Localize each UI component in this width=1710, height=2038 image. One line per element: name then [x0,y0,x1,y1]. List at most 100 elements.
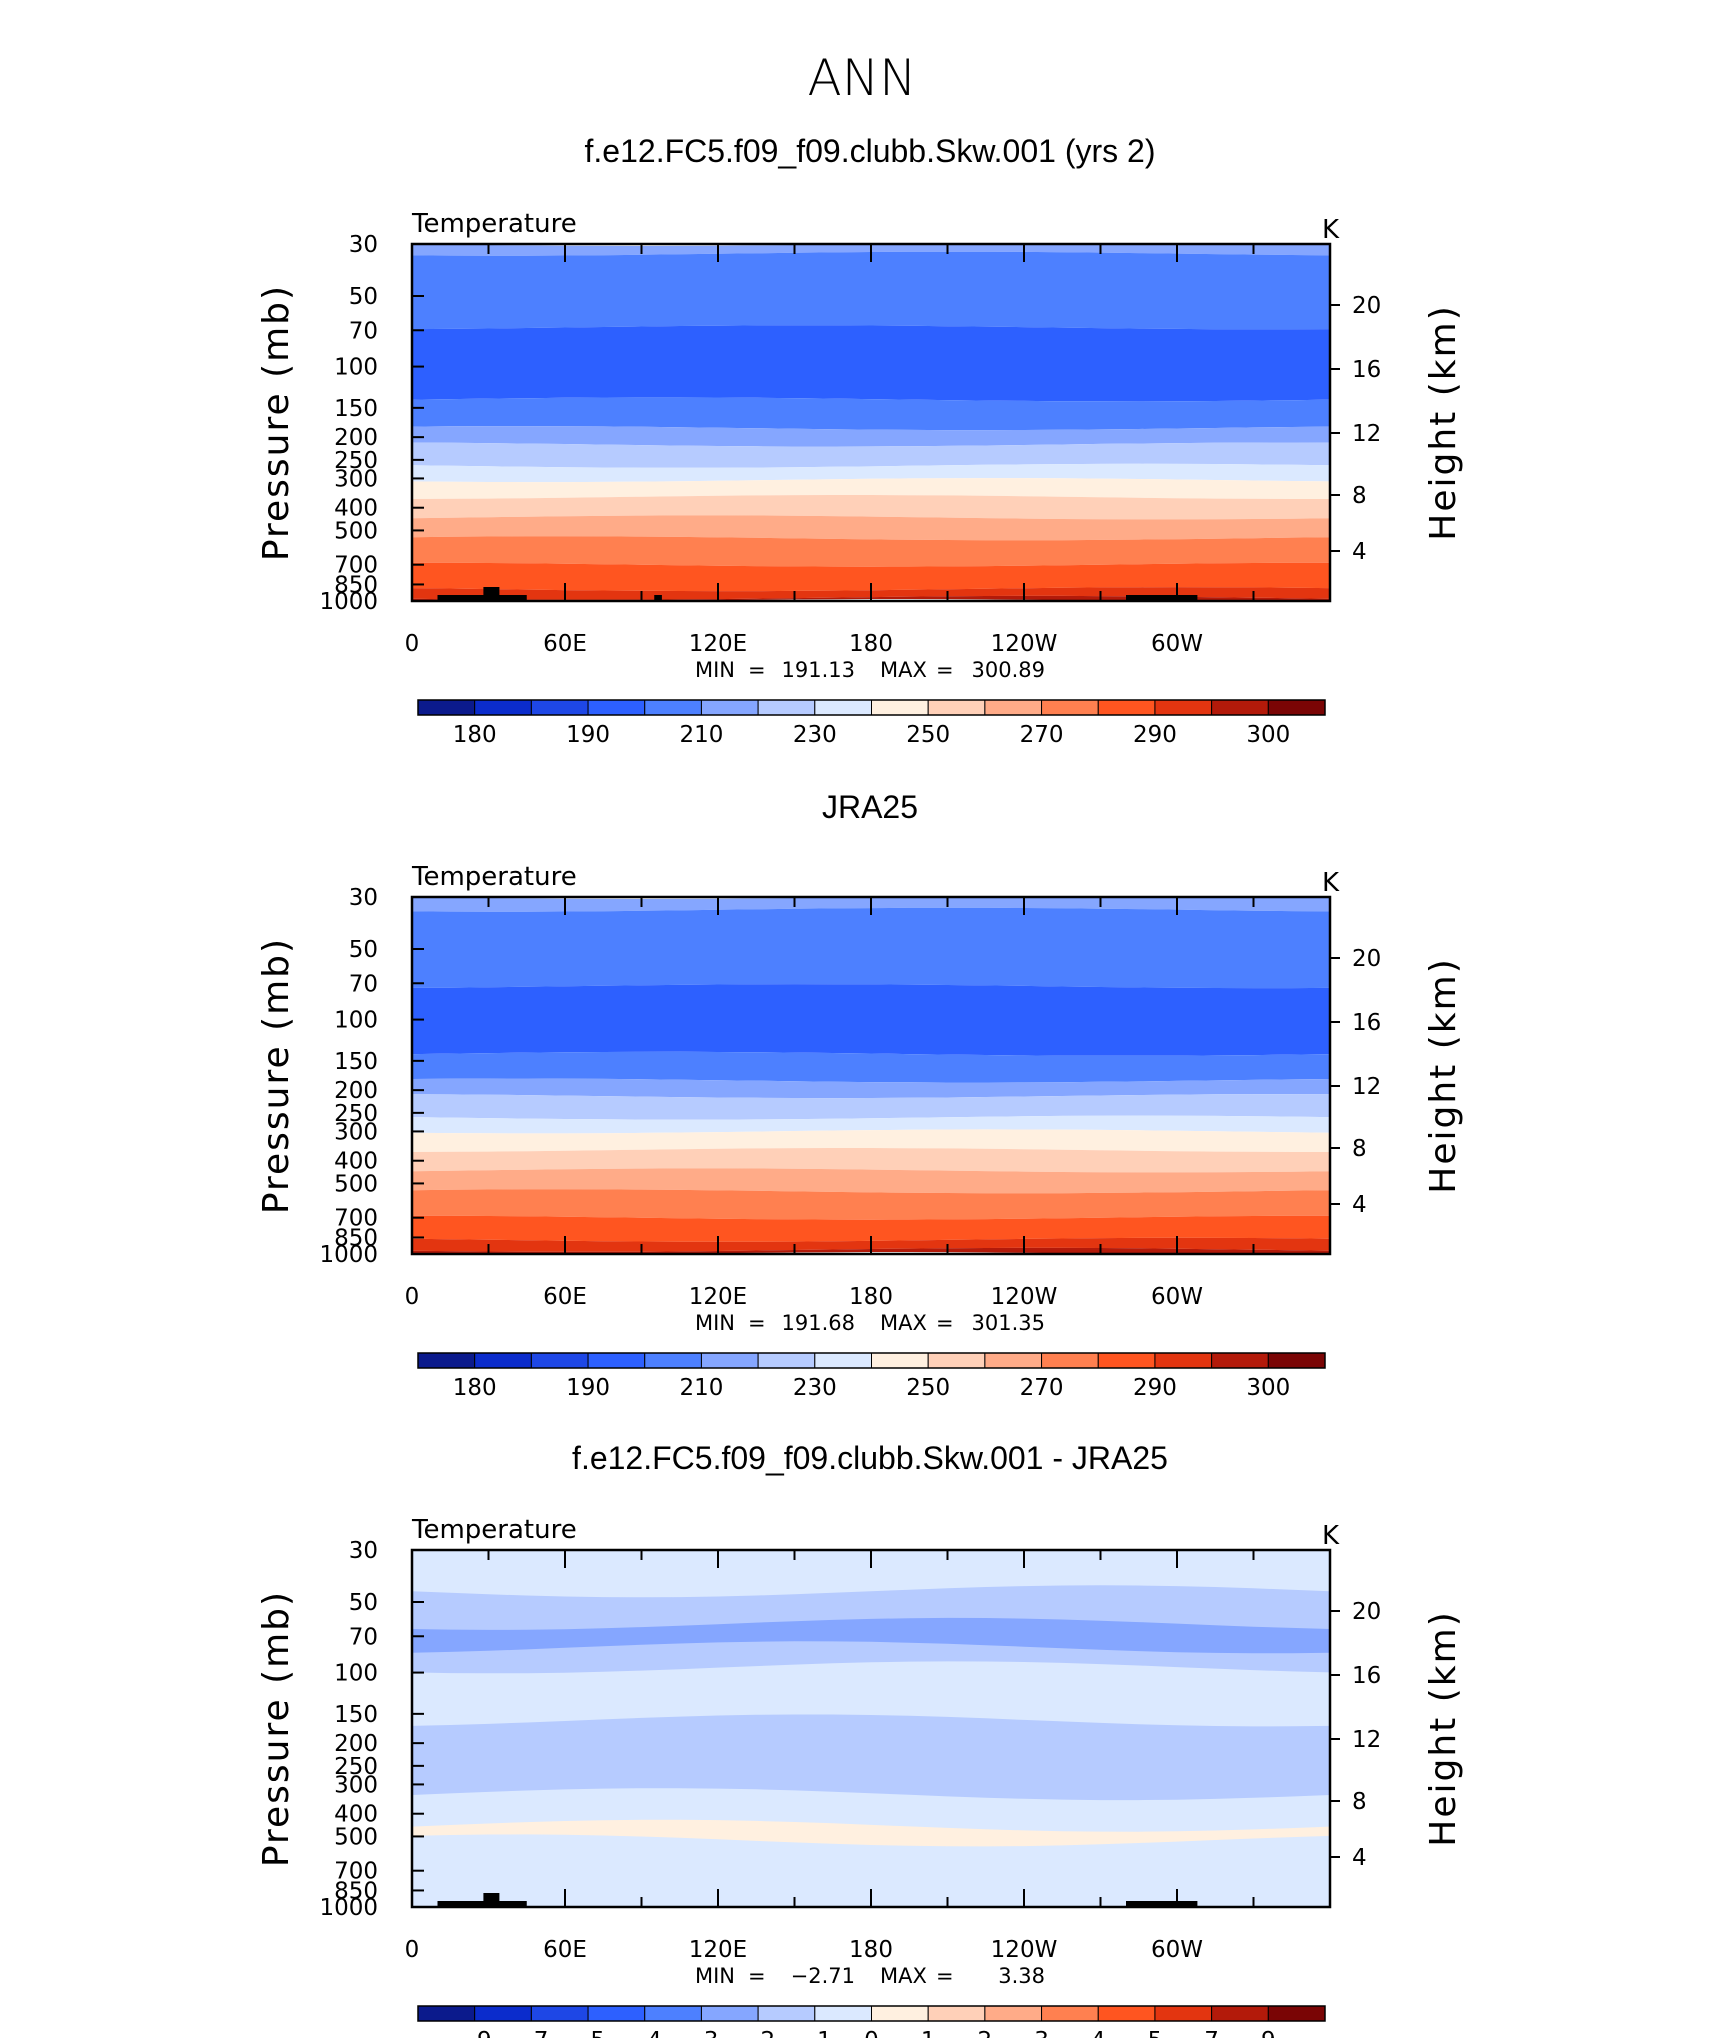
terrain-mask [437,595,527,601]
height-tick-label: 4 [1352,1192,1367,1218]
lon-tick-label: 180 [849,631,893,657]
contour-field [412,897,1330,1254]
max-equals: = [936,1311,954,1335]
pressure-tick-label: 700 [334,553,378,579]
terrain-mask [1126,1901,1198,1907]
pressure-tick-label: 150 [334,1049,378,1075]
contour-band [412,984,1330,1056]
terrain-mask [1126,595,1198,601]
colorbar-swatch [587,2005,646,2022]
colorbar-swatch [1211,1352,1269,1369]
colorbar-swatch [984,1352,1043,1369]
colorbar-swatch [587,1352,646,1369]
pressure-tick-label: 300 [334,466,378,492]
min-equals: = [748,1964,766,1988]
lon-tick-label: 120E [689,1937,747,1963]
colorbar-swatch [417,699,476,716]
colorbar-swatch [871,1352,929,1369]
lon-tick-label: 60W [1151,631,1203,657]
pressure-tick-label: 500 [334,518,378,544]
lon-tick-label: 60E [543,1284,587,1310]
contour-band [412,1617,1330,1654]
panel-title: f.e12.FC5.f09_f09.clubb.Skw.001 - JRA25 [572,1440,1168,1476]
colorbar-label: 230 [793,722,837,748]
lon-tick-label: 120W [991,1937,1058,1963]
colorbar-swatch [984,2005,1043,2022]
height-tick-label: 8 [1352,1789,1367,1815]
colorbar-label: −3 [684,2028,718,2038]
lon-tick-label: 180 [849,1284,893,1310]
min-value: −2.71 [791,1964,855,1988]
contour-band [412,1168,1330,1194]
lon-tick-label: 120W [991,1284,1058,1310]
colorbar-frame [417,699,1326,716]
colorbar-label: 290 [1133,1375,1177,1401]
colorbar-label: 190 [566,722,610,748]
height-tick-label: 16 [1352,357,1381,383]
max-value: 3.38 [998,1964,1045,1988]
pressure-tick-label: 1000 [319,1895,378,1921]
colorbar-swatch [700,2005,759,2022]
colorbar-swatch [644,699,702,716]
units-label: K [1322,1521,1340,1551]
contour-band [412,463,1330,483]
colorbar-swatch [871,2005,929,2022]
pressure-tick-label: 250 [334,1101,378,1127]
colorbar-swatch [1211,2005,1269,2022]
pressure-tick-label: 700 [334,1206,378,1232]
pressure-tick-label: 250 [334,1754,378,1780]
colorbar-label: 4 [1091,2028,1106,2038]
colorbar-label: 180 [453,1375,497,1401]
pressure-tick-label: 150 [334,396,378,422]
colorbar-swatch [1267,699,1326,716]
colorbar-swatch [1041,1352,1099,1369]
contour-band [412,1215,1330,1242]
height-tick-label: 20 [1352,946,1381,972]
colorbar-label: −5 [571,2028,605,2038]
colorbar: 180 190 210 230 250 270 290 300 [417,1352,1326,1401]
height-tick-label: 20 [1352,293,1381,319]
max-label: MAX [880,1964,927,1988]
colorbar-label: 190 [566,1375,610,1401]
height-tick-label: 16 [1352,1663,1381,1689]
colorbar-label: 210 [679,1375,723,1401]
colorbar-swatch [814,2005,872,2022]
contour-band [412,478,1330,499]
pressure-tick-label: 1000 [319,1242,378,1268]
pressure-tick-label: 250 [334,448,378,474]
colorbar-label: 210 [679,722,723,748]
colorbar-label: 2 [978,2028,993,2038]
colorbar-swatch [1097,699,1156,716]
pressure-tick-label: 850 [334,572,378,598]
colorbar-label: −4 [628,2028,662,2038]
pressure-tick-label: 300 [334,1119,378,1145]
right-axis-label: Height (km) [1423,957,1464,1193]
colorbar-label: 9 [1261,2028,1276,2038]
colorbar-swatch [1267,1352,1326,1369]
pressure-tick-label: 850 [334,1225,378,1251]
colorbar-label: 290 [1133,722,1177,748]
lon-tick-label: 0 [405,1284,420,1310]
colorbar-swatch [1041,699,1099,716]
max-label: MAX [880,1311,927,1335]
lon-tick-label: 60E [543,1937,587,1963]
colorbar-label: 1 [921,2028,936,2038]
colorbar-swatch [757,699,816,716]
contour-band [412,1148,1330,1173]
contour-band [412,1189,1330,1220]
colorbar-swatch [1211,699,1269,716]
lon-tick-label: 120W [991,631,1058,657]
colorbar-label: 7 [1204,2028,1219,2038]
lon-tick-label: 60W [1151,1937,1203,1963]
colorbar-swatch [984,699,1043,716]
min-value: 191.68 [782,1311,855,1335]
pressure-tick-label: 50 [349,284,378,310]
lon-tick-label: 120E [689,1284,747,1310]
variable-label: Temperature [411,862,577,892]
colorbar-swatch [530,699,589,716]
contour-band [412,1115,1330,1134]
colorbar-label: −9 [458,2028,492,2038]
colorbar-swatch [1154,2005,1213,2022]
colorbar-label: 3 [1034,2028,1049,2038]
